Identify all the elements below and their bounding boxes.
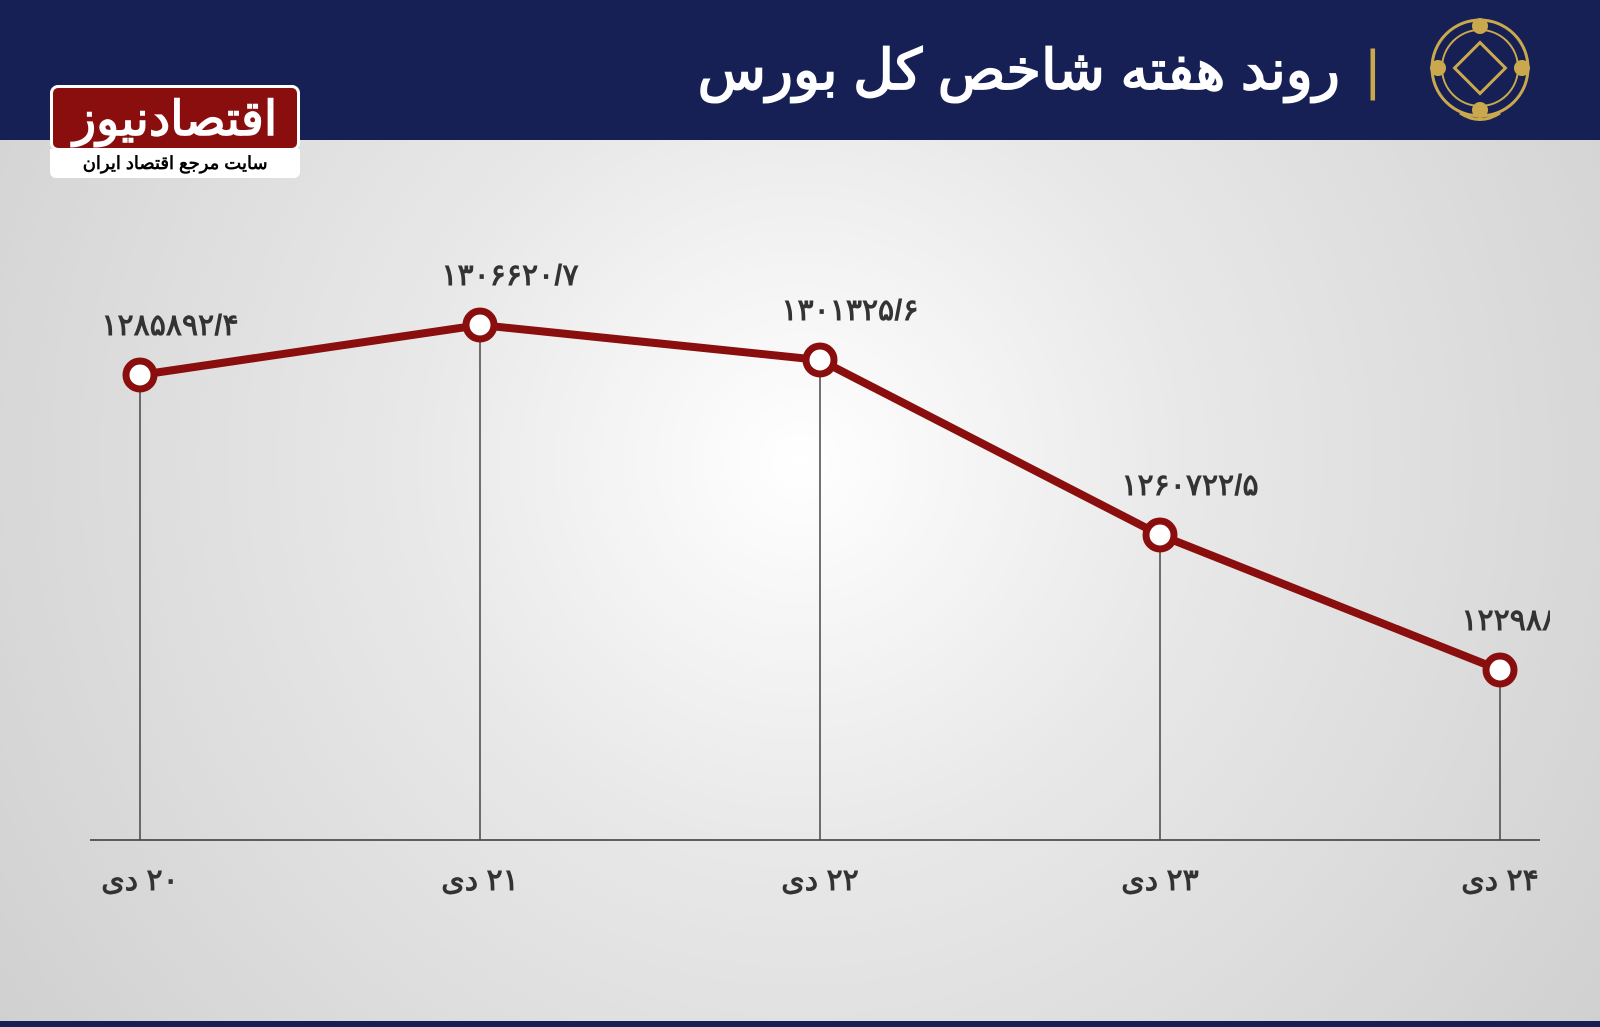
logo-sub-text: سایت مرجع اقتصاد ایران xyxy=(50,149,300,178)
x-labels-group: ۲۰ دی ۲۱ دی ۲۲ دی ۲۳ دی ۲۴ دی xyxy=(101,864,1538,897)
data-marker xyxy=(126,361,154,389)
page-title: | روند هفته شاخص کل بورس xyxy=(698,37,1380,103)
data-marker xyxy=(1146,521,1174,549)
data-marker xyxy=(1486,656,1514,684)
chart-svg: ۱۲۸۵۸۹۲/۴ ۱۳۰۶۶۲۰/۷ ۱۳۰۱۳۲۵/۶ ۱۲۶۰۷۲۲/۵ ۱۲۲۹… xyxy=(50,200,1550,920)
data-marker xyxy=(466,311,494,339)
x-axis-label: ۲۲ دی xyxy=(781,864,858,897)
x-axis-label: ۲۴ دی xyxy=(1461,864,1538,897)
title-divider: | xyxy=(1365,38,1380,101)
value-label: ۱۳۰۱۳۲۵/۶ xyxy=(781,294,918,327)
x-axis-label: ۲۳ دی xyxy=(1121,864,1198,897)
bourse-emblem-icon xyxy=(1420,8,1540,133)
x-axis-label: ۲۱ دی xyxy=(441,864,518,897)
data-marker xyxy=(806,346,834,374)
drop-lines-group xyxy=(140,325,1500,840)
x-axis-label: ۲۰ دی xyxy=(101,864,178,897)
title-text: روند هفته شاخص کل بورس xyxy=(698,38,1340,101)
bottom-border xyxy=(0,1021,1600,1027)
news-logo: اقتصادنیوز سایت مرجع اقتصاد ایران xyxy=(50,85,300,178)
logo-main-text: اقتصادنیوز xyxy=(50,85,300,151)
value-label: ۱۲۲۹۸۸۰/۶ xyxy=(1461,604,1550,637)
line-chart: ۱۲۸۵۸۹۲/۴ ۱۳۰۶۶۲۰/۷ ۱۳۰۱۳۲۵/۶ ۱۲۶۰۷۲۲/۵ ۱۲۲۹… xyxy=(50,200,1550,920)
value-labels-group: ۱۲۸۵۸۹۲/۴ ۱۳۰۶۶۲۰/۷ ۱۳۰۱۳۲۵/۶ ۱۲۶۰۷۲۲/۵ ۱۲۲۹… xyxy=(101,259,1550,637)
value-label: ۱۲۸۵۸۹۲/۴ xyxy=(101,309,238,342)
value-label: ۱۲۶۰۷۲۲/۵ xyxy=(1121,469,1258,502)
value-label: ۱۳۰۶۶۲۰/۷ xyxy=(441,259,579,292)
